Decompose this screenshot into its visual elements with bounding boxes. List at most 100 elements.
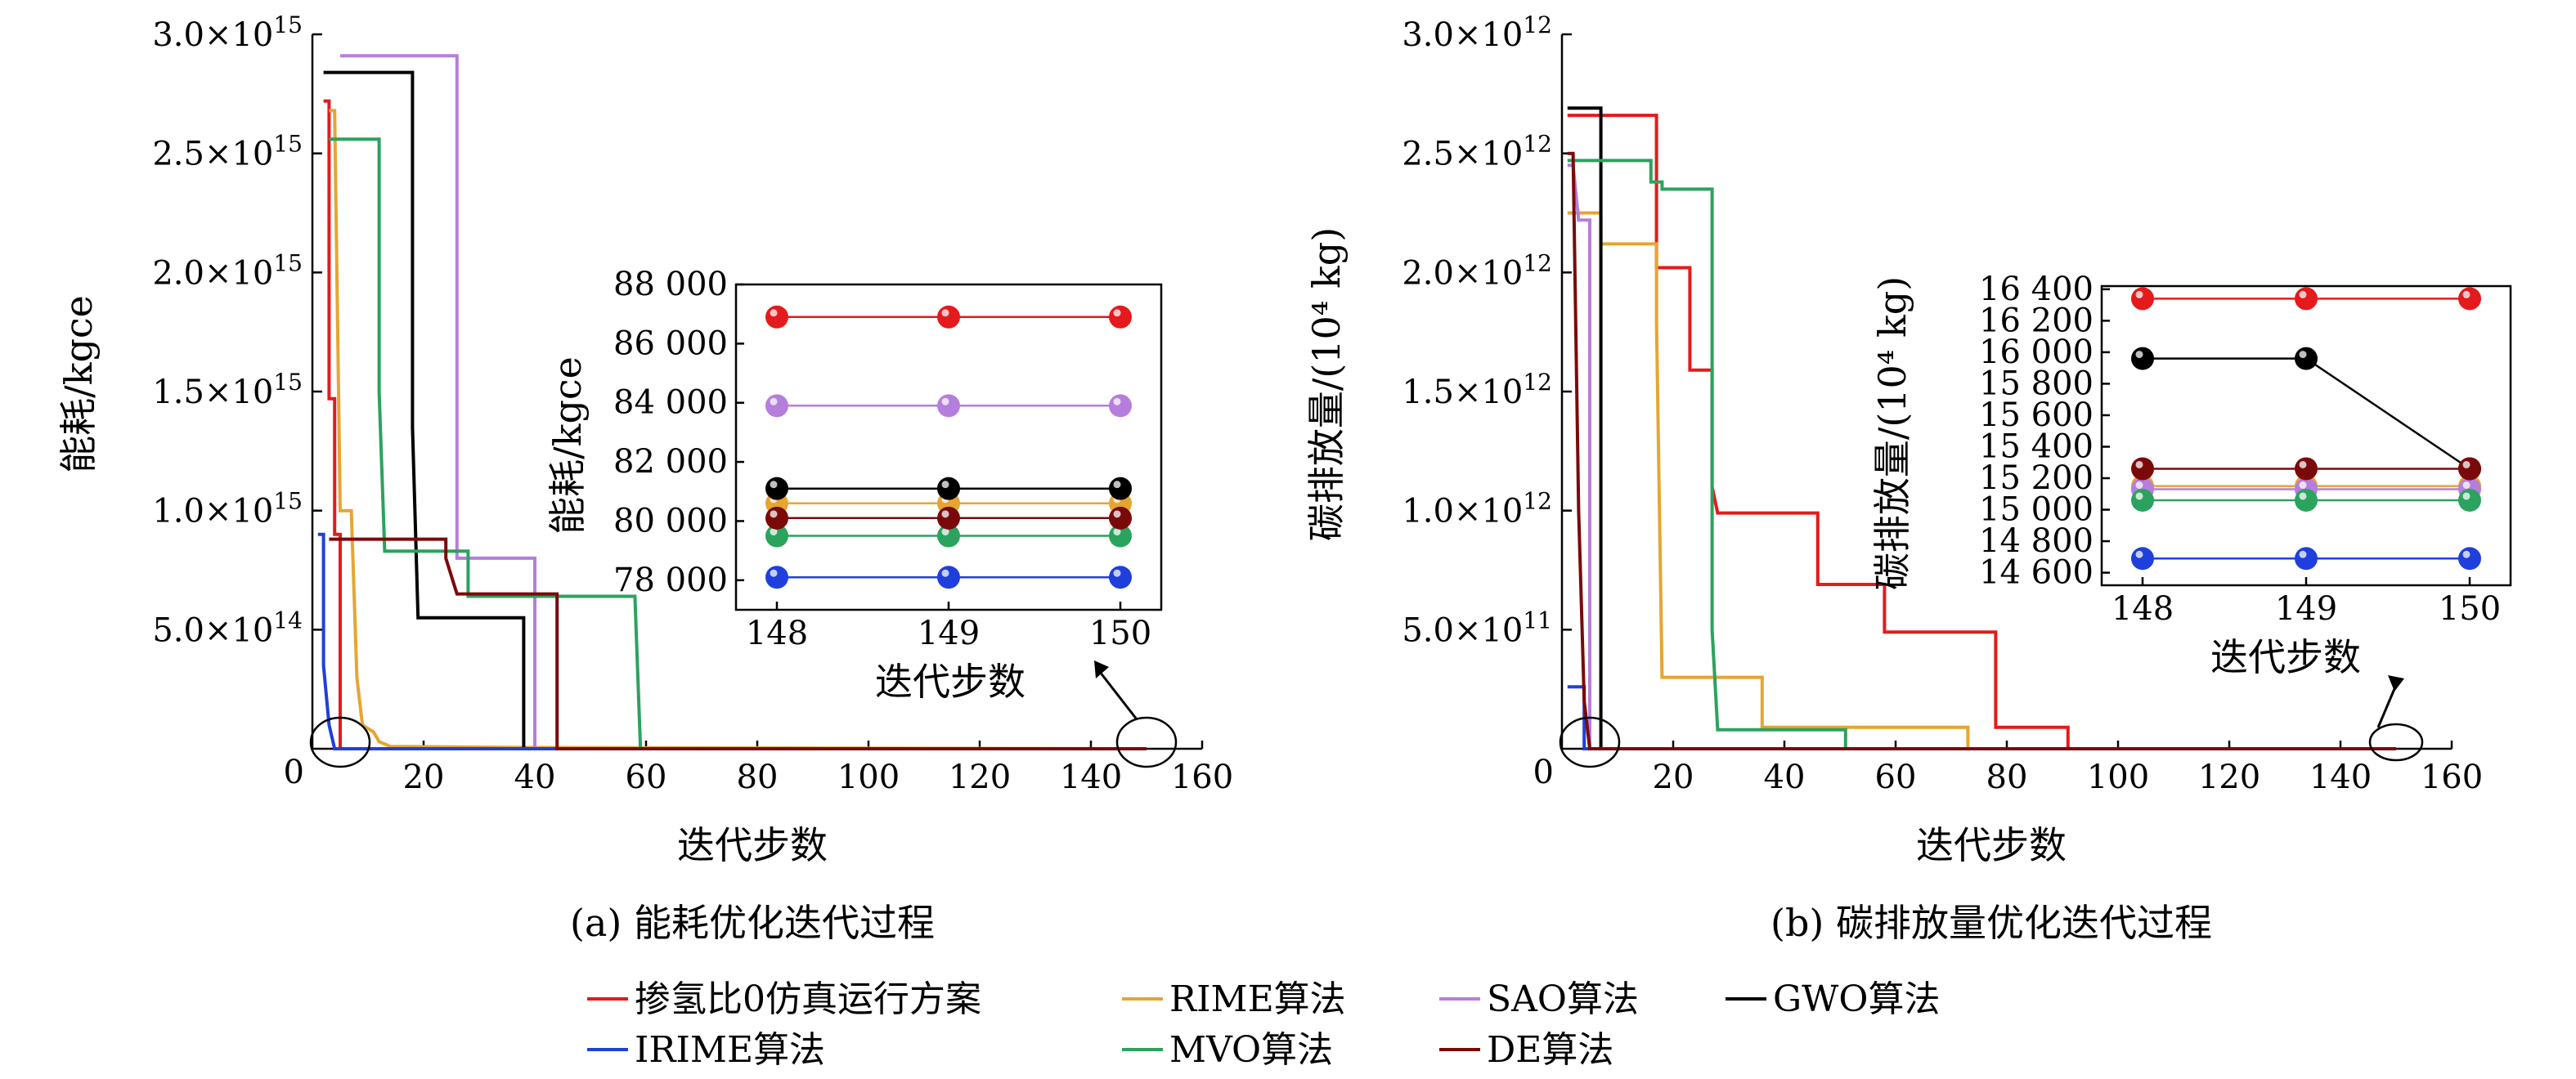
inset-y-tick-label: 15 600 bbox=[1979, 396, 2094, 434]
inset-marker bbox=[937, 305, 960, 329]
x-tick-label: 0 bbox=[284, 754, 304, 791]
inset-y-tick-label: 84 000 bbox=[613, 384, 728, 422]
chart-a-plot: 0 20 40 60 80 100 120 140 160 5.0×1014 1.0×1015 1.5… bbox=[152, 11, 1233, 797]
series-line bbox=[323, 99, 1147, 750]
inset-marker bbox=[937, 566, 960, 589]
y-tick-label: 5.0×1011 bbox=[1402, 607, 1552, 650]
legend-label: SAO算法 bbox=[1487, 978, 1639, 1020]
inset-y-tick-label: 88 000 bbox=[613, 266, 728, 303]
zoom-arrow bbox=[1098, 671, 1138, 720]
inset-marker bbox=[765, 305, 788, 329]
inset-marker bbox=[2458, 547, 2481, 571]
inset-marker-highlight bbox=[2462, 460, 2471, 468]
chart-b-inset-xlabel: 迭代步数 bbox=[2210, 635, 2361, 679]
x-tick-label: 140 bbox=[2309, 759, 2372, 796]
series-line bbox=[329, 137, 1147, 750]
inset-marker-highlight bbox=[2299, 351, 2307, 359]
inset-y-tick-label: 80 000 bbox=[613, 502, 728, 540]
inset-marker bbox=[1109, 305, 1132, 329]
legend-label: DE算法 bbox=[1487, 1029, 1613, 1071]
x-tick-label: 20 bbox=[403, 759, 445, 796]
zoom-ellipse-start bbox=[309, 716, 371, 768]
inset-marker-highlight bbox=[2135, 460, 2143, 468]
inset-marker bbox=[765, 477, 788, 500]
x-tick-label: 100 bbox=[2087, 759, 2149, 796]
inset-frame bbox=[734, 283, 1163, 611]
inset-marker-highlight bbox=[2299, 290, 2307, 298]
inset-marker bbox=[765, 566, 788, 589]
inset-x-tick-label: 149 bbox=[2275, 590, 2337, 628]
inset-marker bbox=[2295, 488, 2318, 512]
inset-marker bbox=[1109, 566, 1132, 589]
inset-marker-highlight bbox=[2299, 550, 2307, 558]
y-tick-label: 3.0×1015 bbox=[152, 11, 303, 55]
inset-marker-highlight bbox=[1113, 528, 1121, 536]
chart-a-inset-xlabel: 迭代步数 bbox=[875, 660, 1025, 704]
x-tick-label: 120 bbox=[949, 759, 1011, 796]
inset-frame bbox=[2100, 284, 2512, 587]
series-line bbox=[1567, 159, 2396, 750]
x-tick-label: 0 bbox=[1533, 754, 1554, 791]
inset-marker-highlight bbox=[770, 481, 778, 489]
chart-b-xlabel: 迭代步数 bbox=[1916, 823, 2067, 867]
zoom-arrow-head bbox=[1094, 660, 1109, 678]
x-tick-label: 100 bbox=[837, 759, 900, 796]
inset-x-tick-label: 148 bbox=[2112, 590, 2174, 628]
inset-marker-highlight bbox=[2462, 550, 2471, 558]
inset-marker-highlight bbox=[2299, 492, 2307, 500]
series-line bbox=[317, 532, 1147, 750]
y-tick-label: 2.5×1012 bbox=[1402, 130, 1552, 173]
chart-a-inset: 148 149 150 78 000 80 000 82 000 84 000 86 000 8… bbox=[613, 266, 1163, 720]
chart-a-caption: (a) 能耗优化迭代过程 bbox=[570, 901, 935, 945]
inset-marker-highlight bbox=[941, 569, 949, 577]
inset-marker-highlight bbox=[770, 397, 778, 405]
inset-marker bbox=[765, 394, 788, 418]
inset-marker bbox=[2295, 347, 2318, 370]
chart-b-caption: (b) 碳排放量优化迭代过程 bbox=[1770, 901, 2212, 945]
x-tick-label: 160 bbox=[2421, 759, 2483, 796]
inset-x-tick-label: 150 bbox=[1089, 615, 1151, 652]
inset-marker bbox=[2295, 287, 2318, 311]
inset-marker bbox=[2131, 488, 2154, 512]
legend-label: MVO算法 bbox=[1169, 1029, 1333, 1071]
series-line bbox=[1567, 114, 2396, 750]
inset-marker bbox=[937, 477, 960, 500]
inset-marker bbox=[1109, 394, 1132, 418]
inset-marker bbox=[2131, 457, 2154, 481]
inset-x-tick-label: 150 bbox=[2439, 590, 2501, 628]
inset-y-tick-label: 86 000 bbox=[613, 325, 728, 362]
y-tick-label: 1.5×1012 bbox=[1402, 369, 1552, 412]
inset-y-tick-label: 14 800 bbox=[1979, 522, 2094, 560]
inset-marker-highlight bbox=[2135, 481, 2143, 489]
inset-marker-highlight bbox=[1113, 569, 1121, 577]
inset-marker bbox=[2295, 547, 2318, 571]
inset-marker bbox=[937, 394, 960, 418]
series-line bbox=[329, 537, 1147, 750]
zoom-ellipse-end bbox=[1115, 716, 1178, 768]
inset-marker bbox=[1109, 477, 1132, 500]
legend-label: IRIME算法 bbox=[635, 1029, 825, 1071]
inset-marker bbox=[2458, 488, 2481, 512]
x-tick-label: 80 bbox=[737, 759, 779, 796]
y-tick-label: 2.0×1015 bbox=[152, 249, 303, 293]
inset-y-tick-label: 15 800 bbox=[1979, 365, 2094, 402]
x-tick-label: 40 bbox=[1764, 759, 1806, 796]
inset-marker-highlight bbox=[770, 569, 778, 577]
chart-b-inset-ylabel: 碳排放量/(10⁴ kg) bbox=[1870, 276, 1914, 590]
inset-marker-highlight bbox=[2135, 290, 2143, 298]
inset-marker-highlight bbox=[1113, 309, 1121, 317]
x-tick-label: 60 bbox=[626, 759, 667, 796]
y-tick-label: 1.5×1015 bbox=[152, 369, 303, 412]
inset-marker-highlight bbox=[2135, 492, 2143, 500]
legend-label: GWO算法 bbox=[1773, 978, 1940, 1020]
inset-marker-highlight bbox=[941, 510, 949, 518]
zoom-arrow bbox=[2376, 684, 2398, 728]
x-tick-label: 140 bbox=[1060, 759, 1122, 796]
x-tick-label: 80 bbox=[1986, 759, 2028, 796]
series-line bbox=[1567, 151, 2396, 750]
inset-marker-highlight bbox=[770, 510, 778, 518]
inset-x-tick-label: 149 bbox=[918, 615, 980, 652]
inset-marker-highlight bbox=[2462, 290, 2471, 298]
zoom-ellipse-start bbox=[1559, 716, 1621, 768]
